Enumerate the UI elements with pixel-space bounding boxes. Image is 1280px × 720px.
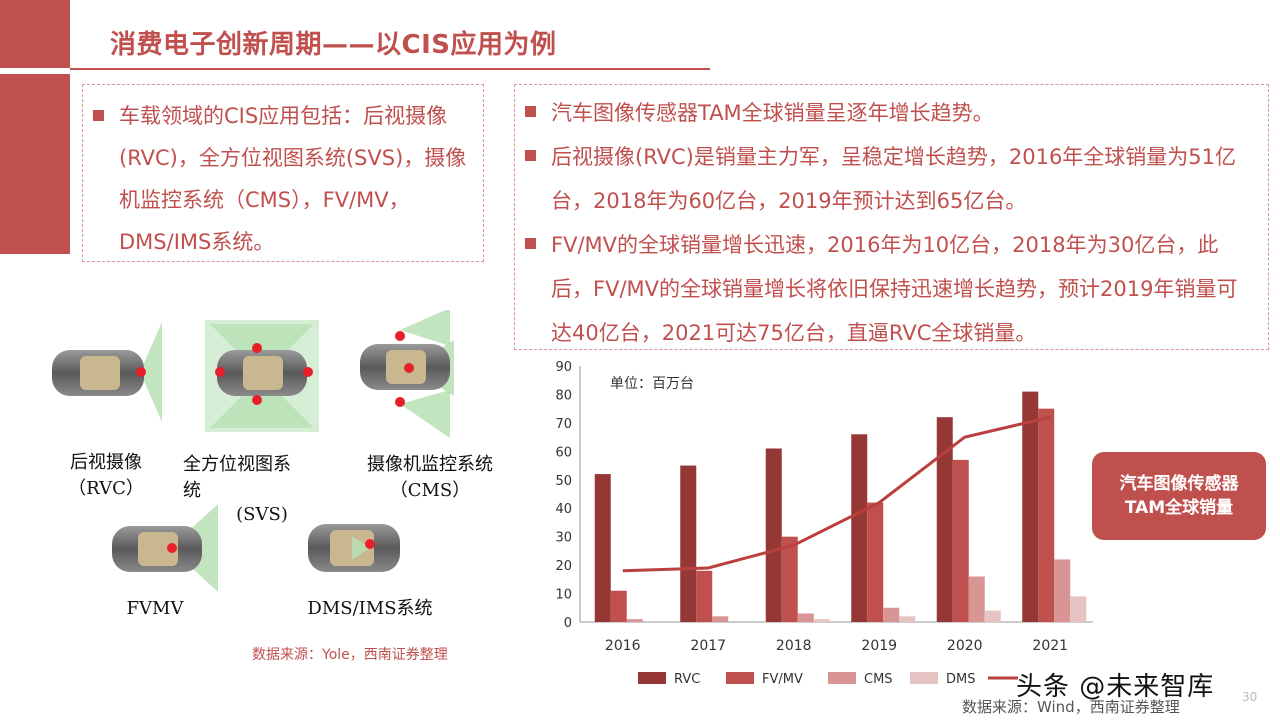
chart-axes: 0 10 20 30 40 50 60 70 80 90 2016 2017 2018 2019 2020 2… <box>555 360 1093 654</box>
bar-rvc <box>765 448 782 622</box>
bar-dms <box>984 610 1001 622</box>
bar-rvc <box>680 465 697 622</box>
x-tick-label: 2019 <box>861 638 897 654</box>
y-tick-label: 50 <box>555 474 572 489</box>
bar-dms <box>899 616 916 622</box>
bar-cms <box>712 616 729 622</box>
bar-fvmv <box>781 536 798 622</box>
source-right: 数据来源：Wind，西南证券整理 <box>962 698 1180 716</box>
svs-label-line1: 全方位视图系 <box>183 454 291 475</box>
y-tick-label: 80 <box>555 388 572 403</box>
bar-fvmv <box>867 502 884 622</box>
legend-label: FV/MV <box>762 672 803 687</box>
cms-car-icon <box>360 310 454 438</box>
watermark: 头条 @未来智库 <box>1016 672 1215 702</box>
accent-bar-top <box>0 0 70 68</box>
legend-swatch <box>726 672 754 684</box>
bar-cms <box>1054 559 1071 622</box>
bar-cms <box>883 607 900 622</box>
right-bullet-item: 后视摄像(RVC)是销量主力军，呈稳定增长趋势，2016年全球销量为51亿台，2… <box>515 135 1265 223</box>
legend-swatch <box>638 672 666 684</box>
badge-line1: 汽车图像传感器 <box>1119 474 1239 494</box>
source-left: 数据来源：Yole，西南证券整理 <box>252 647 448 663</box>
cms-label: 摄像机监控系统 （CMS） <box>367 454 493 501</box>
chart-legend: RVC FV/MV CMS DMS <box>638 672 1018 687</box>
svs-code-label: (SVS) <box>236 504 288 525</box>
legend-label: DMS <box>946 672 975 687</box>
y-tick-label: 30 <box>555 531 572 546</box>
svs-car-icon <box>205 320 319 432</box>
bar-cms <box>626 619 643 622</box>
svs-label-line2: 统 <box>183 480 201 501</box>
page-title: 消费电子创新周期——以CIS应用为例 <box>110 30 557 60</box>
x-tick-label: 2021 <box>1032 638 1068 654</box>
tam-line <box>622 415 1051 573</box>
bar-dms <box>1070 596 1087 622</box>
bar-fvmv <box>696 570 713 622</box>
fvmv-label: FVMV <box>126 598 184 619</box>
bar-rvc <box>1022 391 1039 622</box>
left-bullet-item: 车载领域的CIS应用包括：后视摄像(RVC)，全方位视图系统(SVS)，摄像机监… <box>83 95 483 263</box>
dms-car-icon <box>308 524 400 572</box>
bar-fvmv <box>610 590 627 622</box>
left-text-box: 车载领域的CIS应用包括：后视摄像(RVC)，全方位视图系统(SVS)，摄像机监… <box>82 84 484 262</box>
y-tick-label: 10 <box>555 588 572 603</box>
y-tick-label: 90 <box>555 360 572 375</box>
right-bullet-item: 汽车图像传感器TAM全球销量呈逐年增长趋势。 <box>515 91 1265 135</box>
right-text-box: 汽车图像传感器TAM全球销量呈逐年增长趋势。 后视摄像(RVC)是销量主力军，呈… <box>514 84 1269 350</box>
badge-line2: TAM全球销量 <box>1124 498 1234 518</box>
chart-line <box>622 415 1051 573</box>
svs-label: 全方位视图系 统 <box>183 452 313 504</box>
page-number: 30 <box>1242 690 1258 704</box>
y-tick-label: 0 <box>564 616 572 631</box>
bar-rvc <box>594 474 611 622</box>
rvc-label: 后视摄像 （RVC） <box>58 450 154 502</box>
legend-swatch <box>828 672 856 684</box>
bar-rvc <box>936 417 953 622</box>
left-bullet-list: 车载领域的CIS应用包括：后视摄像(RVC)，全方位视图系统(SVS)，摄像机监… <box>83 95 483 263</box>
chart-unit-label: 单位：百万台 <box>610 376 694 392</box>
title-underline <box>70 68 710 70</box>
rvc-label-text: 后视摄像 （RVC） <box>68 452 144 499</box>
tam-badge: 汽车图像传感器 TAM全球销量 <box>1092 452 1266 540</box>
bar-cms <box>968 576 985 622</box>
car-illustrations <box>52 310 454 592</box>
accent-bar-side <box>0 74 70 254</box>
legend-label: CMS <box>864 672 893 687</box>
bar-fvmv <box>952 459 969 622</box>
y-tick-label: 20 <box>555 559 572 574</box>
bar-rvc <box>851 434 868 622</box>
x-tick-label: 2020 <box>947 638 983 654</box>
tam-chart: 0 10 20 30 40 50 60 70 80 90 2016 2017 2018 2019 2020 2… <box>555 360 1093 687</box>
dms-label: DMS/IMS系统 <box>307 598 433 619</box>
right-bullet-list: 汽车图像传感器TAM全球销量呈逐年增长趋势。 后视摄像(RVC)是销量主力军，呈… <box>515 91 1265 355</box>
rvc-car-icon <box>52 322 162 422</box>
bar-cms <box>797 613 814 622</box>
legend-label: RVC <box>674 672 700 687</box>
x-tick-label: 2016 <box>605 638 641 654</box>
y-tick-label: 60 <box>555 445 572 460</box>
right-bullet-item: FV/MV的全球销量增长迅速，2016年为10亿台，2018年为30亿台，此后，… <box>515 223 1265 355</box>
fvmv-car-icon <box>112 504 218 592</box>
chart-bars <box>594 391 1087 622</box>
y-tick-label: 40 <box>555 502 572 517</box>
y-tick-label: 70 <box>555 417 572 432</box>
legend-swatch <box>910 672 938 684</box>
x-tick-label: 2017 <box>690 638 726 654</box>
bar-dms <box>813 619 830 622</box>
bar-fvmv <box>1038 408 1055 622</box>
x-tick-label: 2018 <box>776 638 812 654</box>
